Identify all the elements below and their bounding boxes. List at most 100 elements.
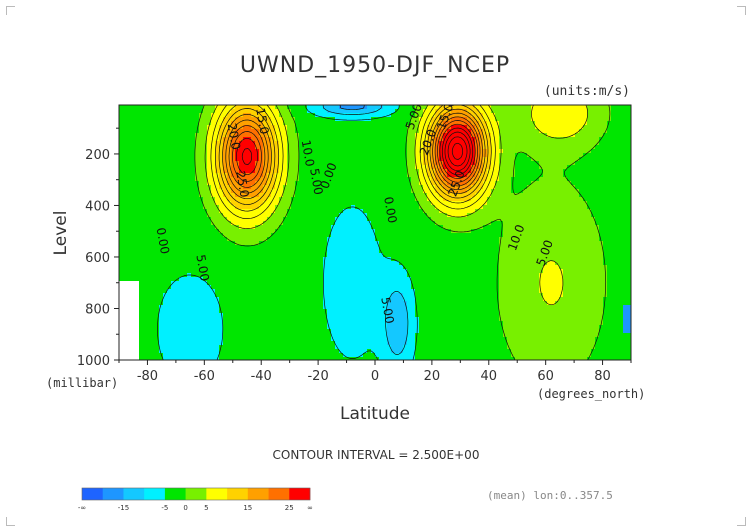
field-cell bbox=[271, 345, 276, 350]
field-cell bbox=[271, 245, 276, 250]
field-cell bbox=[299, 153, 304, 158]
field-cell bbox=[279, 105, 284, 110]
field-cell bbox=[239, 121, 244, 126]
field-cell bbox=[227, 353, 232, 358]
field-cell bbox=[371, 253, 376, 258]
field-cell bbox=[147, 109, 152, 114]
field-cell bbox=[415, 353, 420, 358]
field-cell bbox=[279, 329, 284, 334]
field-cell bbox=[343, 265, 348, 270]
field-cell bbox=[179, 153, 184, 158]
field-cell bbox=[255, 169, 260, 174]
field-cell bbox=[259, 317, 264, 322]
field-cell bbox=[247, 109, 252, 114]
field-cell bbox=[203, 181, 208, 186]
field-cell bbox=[239, 289, 244, 294]
field-cell bbox=[159, 281, 164, 286]
field-cell bbox=[159, 173, 164, 178]
field-cell bbox=[119, 297, 124, 302]
field-cell bbox=[315, 333, 320, 338]
field-cell bbox=[239, 269, 244, 274]
field-cell bbox=[363, 185, 368, 190]
field-cell bbox=[235, 133, 240, 138]
field-cell bbox=[119, 305, 124, 310]
field-cell bbox=[419, 281, 424, 286]
field-cell bbox=[339, 357, 344, 360]
field-cell bbox=[395, 133, 400, 138]
field-cell bbox=[251, 165, 256, 170]
field-cell bbox=[315, 157, 320, 162]
field-cell bbox=[195, 337, 200, 342]
field-cell bbox=[363, 245, 368, 250]
field-cell bbox=[351, 253, 356, 258]
field-cell bbox=[379, 141, 384, 146]
field-cell bbox=[347, 193, 352, 198]
field-cell bbox=[123, 289, 128, 294]
field-cell bbox=[191, 213, 196, 218]
field-cell bbox=[147, 125, 152, 130]
field-cell bbox=[147, 309, 152, 314]
field-cell bbox=[387, 289, 392, 294]
field-cell bbox=[427, 141, 432, 146]
field-cell bbox=[287, 337, 292, 342]
field-cell bbox=[175, 177, 180, 182]
field-cell bbox=[167, 329, 172, 334]
field-cell bbox=[427, 273, 432, 278]
field-cell bbox=[155, 297, 160, 302]
field-cell bbox=[427, 309, 432, 314]
field-cell bbox=[407, 109, 412, 114]
field-cell bbox=[151, 305, 156, 310]
field-cell bbox=[367, 121, 372, 126]
field-cell bbox=[199, 269, 204, 274]
field-cell bbox=[195, 225, 200, 230]
field-cell bbox=[323, 353, 328, 358]
field-cell bbox=[359, 257, 364, 262]
field-cell bbox=[371, 285, 376, 290]
field-cell bbox=[375, 145, 380, 150]
field-cell bbox=[131, 277, 136, 282]
field-cell bbox=[399, 153, 404, 158]
field-cell bbox=[279, 313, 284, 318]
field-cell bbox=[379, 201, 384, 206]
field-cell bbox=[175, 281, 180, 286]
field-cell bbox=[211, 213, 216, 218]
field-cell bbox=[259, 193, 264, 198]
field-cell bbox=[395, 233, 400, 238]
field-cell bbox=[147, 165, 152, 170]
field-cell bbox=[395, 105, 400, 110]
field-cell bbox=[319, 329, 324, 334]
field-cell bbox=[255, 221, 260, 226]
field-cell bbox=[415, 173, 420, 178]
field-cell bbox=[347, 265, 352, 270]
field-cell bbox=[387, 333, 392, 338]
field-cell bbox=[227, 201, 232, 206]
field-cell bbox=[359, 117, 364, 122]
field-cell bbox=[203, 329, 208, 334]
field-cell bbox=[251, 333, 256, 338]
field-cell bbox=[235, 305, 240, 310]
field-cell bbox=[391, 157, 396, 162]
field-cell bbox=[195, 165, 200, 170]
field-cell bbox=[387, 225, 392, 230]
field-cell bbox=[207, 141, 212, 146]
field-cell bbox=[379, 189, 384, 194]
field-cell bbox=[179, 353, 184, 358]
field-cell bbox=[375, 221, 380, 226]
field-cell bbox=[187, 269, 192, 274]
field-cell bbox=[311, 309, 316, 314]
field-cell bbox=[219, 165, 224, 170]
field-cell bbox=[335, 217, 340, 222]
field-cell bbox=[411, 181, 416, 186]
field-cell bbox=[143, 345, 148, 350]
field-cell bbox=[215, 325, 220, 330]
field-cell bbox=[315, 161, 320, 166]
field-cell bbox=[231, 209, 236, 214]
field-cell bbox=[291, 245, 296, 250]
field-cell bbox=[223, 177, 228, 182]
field-cell bbox=[151, 217, 156, 222]
field-cell bbox=[279, 345, 284, 350]
field-cell bbox=[243, 121, 248, 126]
field-cell bbox=[155, 117, 160, 122]
field-cell bbox=[263, 317, 268, 322]
field-cell bbox=[311, 333, 316, 338]
